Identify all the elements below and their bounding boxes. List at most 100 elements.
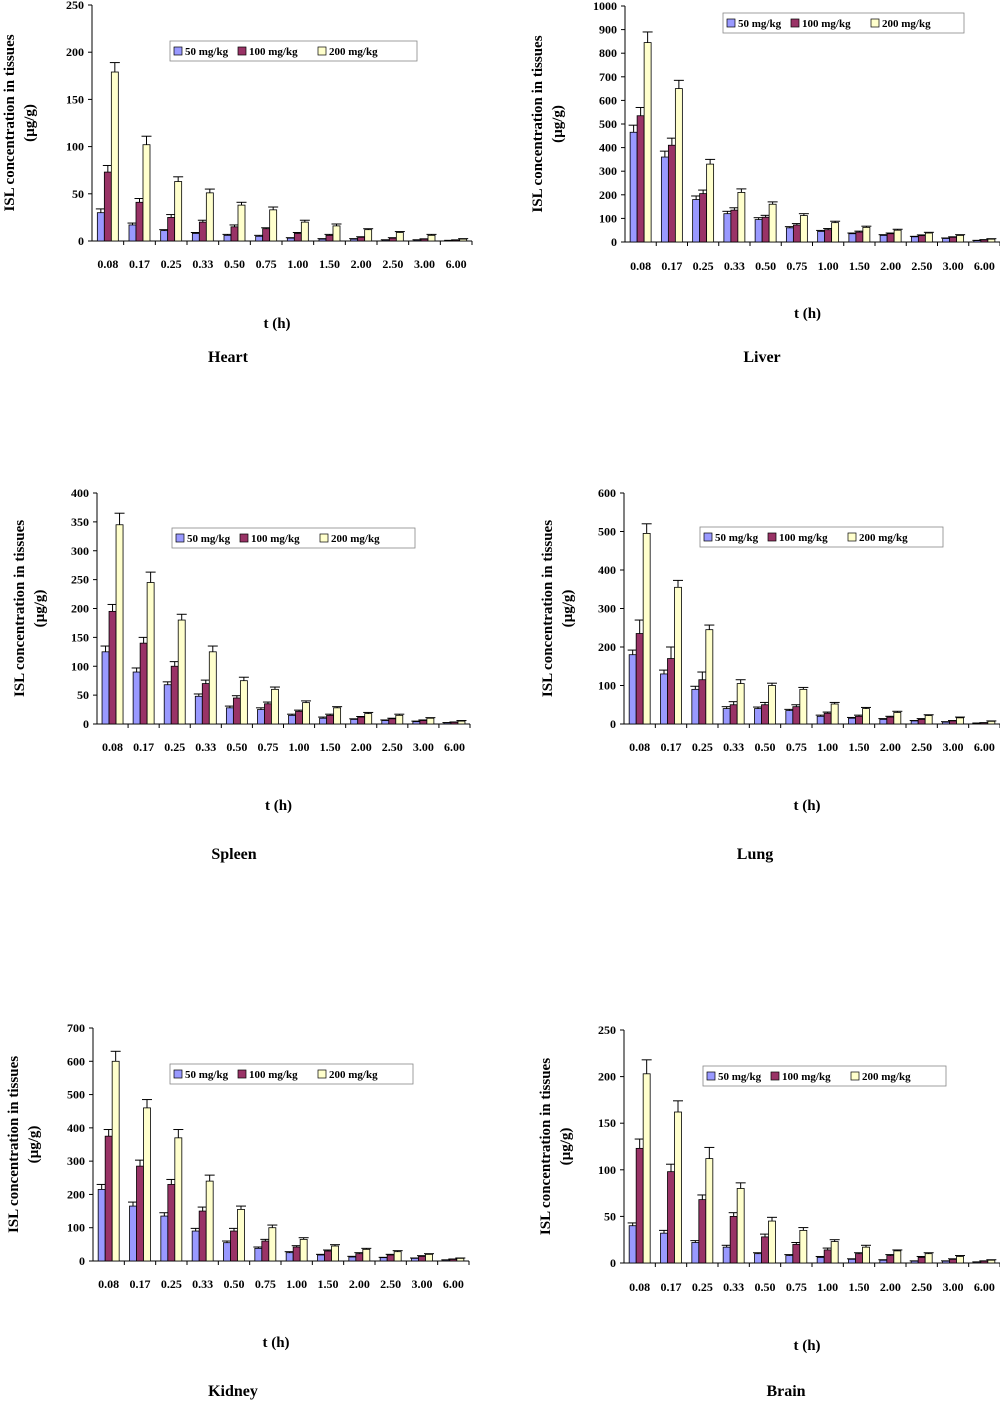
y-axis-unit-label: (µg/g): [32, 590, 48, 628]
bar-100-mg-kg-t0.25: [698, 679, 707, 725]
bar-200-mg-kg-t0.33: [737, 192, 746, 243]
legend-box: [169, 40, 418, 62]
bar-200-mg-kg-t0.75: [799, 688, 808, 725]
bar-100-mg-kg-t1.00: [823, 712, 832, 725]
bar-200-mg-kg-t0.25: [705, 1158, 714, 1264]
x-tick-label: 0.25: [164, 740, 185, 754]
y-tick-label: 0: [78, 234, 84, 248]
y-tick-label: 350: [71, 515, 89, 529]
y-tick-label: 700: [599, 70, 617, 84]
x-tick-label: 1.00: [818, 259, 839, 273]
legend-label-0: 50 mg/kg: [185, 1069, 229, 1081]
bar-100-mg-kg-t0.17: [135, 201, 144, 242]
legend-label-0: 50 mg/kg: [187, 533, 231, 545]
y-tick-label: 100: [598, 1163, 616, 1177]
bar-100-mg-kg-t0.17: [667, 658, 675, 725]
bar-200-mg-kg-t2.50: [395, 232, 404, 242]
y-tick-label: 500: [67, 1088, 85, 1102]
bar-100-mg-kg-t0.25: [167, 1184, 176, 1262]
panel-title: Kidney: [208, 1383, 258, 1400]
x-axis-label: t (h): [794, 306, 821, 322]
legend-swatch-2: [850, 1071, 860, 1081]
legend-swatch-1: [770, 1071, 780, 1081]
bar-50-mg-kg-t1.50: [317, 1254, 325, 1262]
x-tick-label: 0.08: [630, 259, 651, 273]
bar-100-mg-kg-t1.50: [855, 1253, 863, 1264]
y-tick-label: 50: [604, 1209, 616, 1223]
bar-100-mg-kg-t0.50: [761, 704, 769, 725]
bar-100-mg-kg-t1.50: [326, 714, 335, 725]
bar-200-mg-kg-t1.00: [830, 1241, 839, 1264]
bar-50-mg-kg-t0.25: [163, 684, 172, 725]
bar-200-mg-kg-t2.00: [893, 712, 902, 725]
bar-200-mg-kg-t1.50: [331, 1245, 339, 1262]
bar-100-mg-kg-t1.50: [325, 234, 334, 242]
bar-200-mg-kg-t0.33: [205, 1180, 214, 1262]
bar-200-mg-kg-t0.17: [674, 586, 682, 725]
x-tick-label: 1.00: [287, 257, 308, 271]
bar-200-mg-kg-t1.50: [332, 225, 341, 242]
x-tick-label: 0.25: [161, 1277, 182, 1291]
bar-50-mg-kg-t2.00: [879, 1259, 888, 1264]
bar-50-mg-kg-t1.00: [816, 715, 825, 725]
legend-box: [169, 1063, 414, 1085]
bar-100-mg-kg-t1.50: [855, 715, 863, 725]
bar-50-mg-kg-t0.33: [194, 695, 203, 725]
y-tick-label: 400: [67, 1121, 85, 1135]
bar-50-mg-kg-t0.33: [722, 1246, 731, 1264]
bar-100-mg-kg-t0.25: [170, 665, 179, 725]
bar-100-mg-kg-t0.33: [198, 1210, 207, 1262]
y-tick-label: 600: [598, 486, 616, 500]
bar-100-mg-kg-t0.75: [792, 706, 801, 725]
x-tick-label: 0.17: [661, 1280, 682, 1294]
bar-100-mg-kg-t0.25: [167, 216, 176, 242]
y-tick-label: 700: [67, 1021, 85, 1035]
bar-200-mg-kg-t0.75: [799, 1229, 808, 1264]
x-tick-label: 1.00: [817, 1280, 838, 1294]
bar-100-mg-kg-t0.08: [635, 633, 644, 725]
y-tick-label: 250: [66, 0, 84, 12]
bar-50-mg-kg-t1.00: [816, 1257, 825, 1264]
bar-200-mg-kg-t0.08: [642, 533, 651, 725]
bar-50-mg-kg-t2.50: [910, 236, 919, 243]
bar-50-mg-kg-t0.75: [785, 710, 794, 725]
bar-100-mg-kg-t0.50: [232, 697, 241, 725]
bar-200-mg-kg-t1.50: [862, 708, 870, 725]
bar-100-mg-kg-t3.00: [949, 720, 957, 725]
legend-label-1: 100 mg/kg: [802, 18, 851, 30]
x-tick-label: 0.75: [786, 1280, 807, 1294]
y-tick-label: 150: [598, 1116, 616, 1130]
bar-50-mg-kg-t2.00: [879, 718, 888, 725]
bar-200-mg-kg-t1.00: [831, 222, 840, 243]
bar-200-mg-kg-t2.50: [395, 714, 404, 725]
bar-100-mg-kg-t3.00: [419, 720, 428, 725]
x-tick-label: 0.17: [129, 257, 150, 271]
bar-200-mg-kg-t0.17: [143, 1107, 151, 1262]
bar-50-mg-kg-t0.33: [191, 233, 200, 242]
bar-200-mg-kg-t2.50: [924, 715, 933, 725]
y-tick-label: 250: [71, 573, 89, 587]
x-tick-label: 1.50: [319, 257, 340, 271]
bar-100-mg-kg-t0.08: [104, 1135, 113, 1262]
bar-50-mg-kg-t0.08: [628, 1225, 637, 1264]
bar-100-mg-kg-t2.50: [917, 718, 926, 725]
bar-200-mg-kg-t0.08: [115, 524, 124, 725]
x-tick-label: 0.50: [226, 740, 247, 754]
legend-label-2: 200 mg/kg: [859, 532, 908, 544]
bar-50-mg-kg-t0.08: [628, 654, 637, 725]
bar-100-mg-kg-t0.75: [262, 228, 271, 242]
y-tick-label: 0: [83, 717, 89, 731]
bar-50-mg-kg-t1.00: [285, 1252, 294, 1262]
legend-label-1: 100 mg/kg: [249, 1069, 298, 1081]
bar-200-mg-kg-t0.33: [736, 1188, 745, 1264]
x-tick-label: 6.00: [974, 1280, 995, 1294]
bar-200-mg-kg-t0.17: [674, 88, 683, 243]
bar-50-mg-kg-t0.50: [223, 234, 232, 242]
y-tick-label: 200: [599, 188, 617, 202]
legend-label-2: 200 mg/kg: [862, 1071, 911, 1083]
bar-200-mg-kg-t2.00: [893, 229, 902, 243]
legend-swatch-1: [237, 46, 247, 56]
bar-100-mg-kg-t6.00: [980, 1260, 989, 1264]
x-axis-label: t (h): [793, 1338, 820, 1354]
bar-100-mg-kg-t2.00: [886, 1255, 895, 1264]
